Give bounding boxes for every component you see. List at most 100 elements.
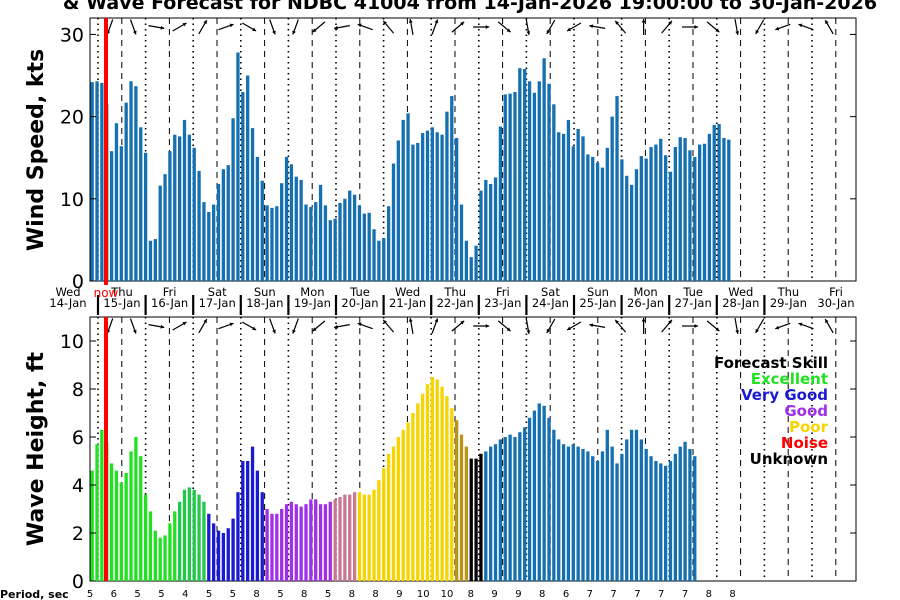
wind-bar xyxy=(620,159,624,281)
wind-bar xyxy=(663,155,668,281)
wind-bar xyxy=(333,218,337,281)
wind-bar xyxy=(260,180,264,281)
wave-bar xyxy=(314,499,318,581)
wind-bar xyxy=(639,156,643,281)
period-tick-label: 7 xyxy=(610,589,616,600)
wave-direction-arrow xyxy=(497,320,511,332)
period-tick-label: 8 xyxy=(729,589,735,600)
svg-text:Sat: Sat xyxy=(541,285,560,299)
wave-direction-arrow xyxy=(382,319,395,333)
wave-bar xyxy=(518,432,522,581)
wind-bar xyxy=(668,171,673,281)
wind-direction-arrow xyxy=(292,19,299,35)
wind-bar xyxy=(246,75,250,281)
wind-direction-arrow xyxy=(382,20,395,34)
wind-bar xyxy=(182,119,187,281)
wind-bar xyxy=(95,81,99,281)
wave-direction-arrow xyxy=(148,324,165,329)
wind-bar xyxy=(226,165,230,281)
wave-bar xyxy=(343,494,347,581)
wind-bar xyxy=(348,190,352,281)
wave-bar xyxy=(688,449,692,581)
wind-bar xyxy=(610,116,614,281)
period-tick-label: 9 xyxy=(396,589,402,600)
wind-direction-arrow xyxy=(589,24,606,29)
wave-direction-arrow xyxy=(451,320,465,332)
wave-bar xyxy=(299,506,303,581)
wind-bar xyxy=(343,198,347,281)
svg-text:16-Jan: 16-Jan xyxy=(151,296,188,310)
wave-bar xyxy=(236,492,240,581)
wave-bar xyxy=(207,513,211,581)
wind-bar xyxy=(712,124,716,281)
wind-direction-arrow xyxy=(824,19,834,35)
wind-bar xyxy=(411,144,415,281)
svg-text:Sun: Sun xyxy=(587,285,609,299)
wave-bar xyxy=(498,439,503,581)
wave-bar xyxy=(576,446,580,581)
wave-bar xyxy=(202,501,206,581)
wave-bar xyxy=(523,427,527,581)
period-tick-label: 4 xyxy=(182,589,188,600)
period-tick-label: 6 xyxy=(563,589,569,600)
wind-bar xyxy=(124,102,128,281)
wind-direction-arrow xyxy=(473,25,490,29)
wave-bar xyxy=(109,463,114,581)
wave-bar xyxy=(100,429,104,581)
wind-bar xyxy=(430,127,434,281)
wind-direction-arrow xyxy=(546,19,556,35)
wave-bar xyxy=(683,441,687,581)
wind-direction-arrow xyxy=(218,23,234,31)
wave-direction-arrow xyxy=(798,322,814,330)
wave-direction-arrow xyxy=(431,318,439,334)
wind-bar xyxy=(474,245,478,281)
svg-text:Wed: Wed xyxy=(55,285,80,299)
svg-text:24-Jan: 24-Jan xyxy=(532,296,569,310)
wave-bar xyxy=(163,535,167,581)
svg-text:14-Jan: 14-Jan xyxy=(49,296,86,310)
wind-bar xyxy=(416,142,420,281)
wave-bar xyxy=(566,446,571,581)
wind-bar xyxy=(177,136,182,281)
wave-plot-frame xyxy=(89,316,857,582)
legend-entry: Poor xyxy=(789,418,829,436)
wave-direction-arrow xyxy=(312,320,326,332)
wave-bar xyxy=(455,420,459,581)
wave-bar xyxy=(386,453,391,581)
wave-direction-arrow xyxy=(129,318,137,334)
wave-bar xyxy=(435,379,439,581)
wind-direction-arrow xyxy=(198,19,208,35)
wind-bar xyxy=(693,156,697,281)
wave-bar xyxy=(620,453,624,581)
wind-bar xyxy=(561,133,566,281)
wave-bar xyxy=(197,494,201,581)
wind-bar xyxy=(265,205,269,281)
wave-bar xyxy=(168,523,172,581)
wave-bar xyxy=(333,499,337,581)
wave-bar xyxy=(367,494,371,581)
wind-bar xyxy=(168,151,172,281)
wind-y-axis-label: Wind Speed, kts xyxy=(24,49,49,251)
wind-bar xyxy=(727,139,731,281)
svg-text:22-Jan: 22-Jan xyxy=(437,296,474,310)
wave-direction-arrow xyxy=(172,321,187,331)
wind-direction-arrow xyxy=(755,19,765,35)
wave-bar xyxy=(304,504,308,581)
wind-direction-arrow xyxy=(431,19,439,35)
wave-bar xyxy=(479,453,483,581)
svg-text:29-Jan: 29-Jan xyxy=(770,296,807,310)
wave-bar xyxy=(484,451,488,581)
wind-direction-arrow xyxy=(641,19,646,35)
wave-bar xyxy=(241,461,245,581)
period-tick-label: 8 xyxy=(706,589,712,600)
wave-bar xyxy=(187,487,191,581)
wind-bar xyxy=(129,81,133,281)
svg-text:Fri: Fri xyxy=(829,285,843,299)
wind-bar xyxy=(591,156,595,281)
wave-direction-arrow xyxy=(334,324,350,329)
wind-bar xyxy=(323,205,328,281)
day-label-strip xyxy=(90,283,856,315)
wave-bar xyxy=(352,492,357,581)
